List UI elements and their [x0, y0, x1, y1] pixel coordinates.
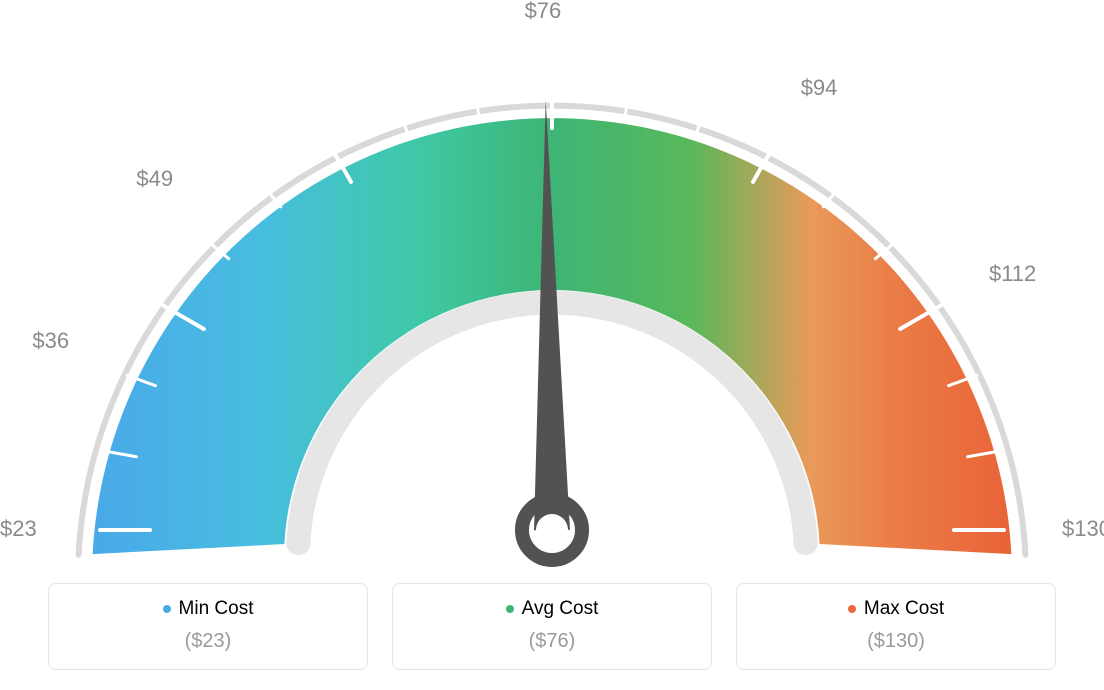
legend-label-max: Max Cost — [864, 598, 944, 620]
legend-title-min: Min Cost — [163, 598, 254, 620]
dot-avg — [506, 605, 514, 613]
dot-max — [848, 605, 856, 613]
tick-label: $130 — [1062, 516, 1104, 542]
legend-title-max: Max Cost — [848, 598, 944, 620]
legend-label-avg: Avg Cost — [522, 598, 599, 620]
dot-min — [163, 605, 171, 613]
legend-card-avg: Avg Cost ($76) — [392, 583, 712, 670]
tick-label: $49 — [136, 166, 173, 192]
legend-value-max: ($130) — [747, 630, 1045, 653]
legend-card-min: Min Cost ($23) — [48, 583, 368, 670]
tick-label: $36 — [32, 328, 69, 354]
tick-label: $76 — [525, 0, 562, 24]
legend-value-min: ($23) — [59, 630, 357, 653]
gauge-chart: $23$36$49$76$94$112$130 — [42, 10, 1062, 570]
tick-label: $94 — [801, 75, 838, 101]
legend: Min Cost ($23) Avg Cost ($76) Max Cost (… — [40, 583, 1064, 670]
legend-title-avg: Avg Cost — [506, 598, 599, 620]
legend-value-avg: ($76) — [403, 630, 701, 653]
legend-label-min: Min Cost — [179, 598, 254, 620]
gauge-svg — [42, 10, 1062, 570]
tick-label: $23 — [0, 516, 37, 542]
legend-card-max: Max Cost ($130) — [736, 583, 1056, 670]
tick-label: $112 — [989, 261, 1036, 287]
